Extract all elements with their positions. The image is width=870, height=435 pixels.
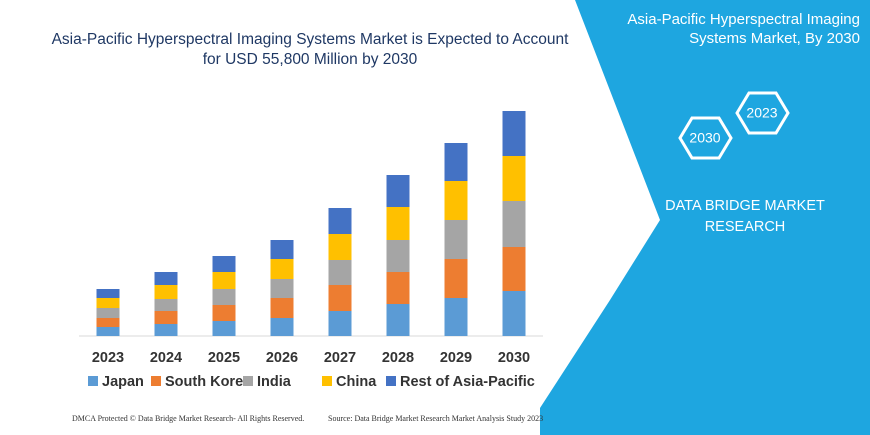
x-tick-label: 2029	[440, 350, 472, 366]
bar-segment	[386, 207, 410, 240]
bar-segment	[502, 156, 526, 201]
bar-segment	[154, 311, 178, 324]
x-tick-label: 2030	[498, 350, 530, 366]
bar-segment	[212, 272, 236, 289]
legend-label: India	[257, 374, 292, 390]
footer-band	[0, 408, 540, 435]
bar-segment	[96, 298, 120, 308]
legend-label: China	[336, 374, 377, 390]
bar-segment	[212, 256, 236, 272]
badge-label: 2030	[689, 130, 720, 146]
bar-segment	[328, 285, 352, 311]
bar-segment	[502, 247, 526, 291]
bar-segment	[96, 289, 120, 298]
bar-segment	[96, 318, 120, 327]
bar-segment	[212, 289, 236, 305]
bar-segment	[328, 260, 352, 285]
x-tick-label: 2028	[382, 350, 414, 366]
bar-segment	[444, 143, 468, 181]
legend-swatch	[88, 376, 98, 386]
bar-segment	[386, 304, 410, 336]
legend-label: South Korea	[165, 374, 252, 390]
bar-segment	[386, 175, 410, 207]
footer-right: Source: Data Bridge Market Research Mark…	[328, 414, 544, 423]
x-tick-label: 2027	[324, 350, 356, 366]
legend-swatch	[386, 376, 396, 386]
badge-hex	[735, 91, 790, 135]
badge-label: 2023	[746, 105, 777, 121]
bar-segment	[444, 259, 468, 298]
legend-swatch	[322, 376, 332, 386]
bar-segment	[328, 234, 352, 260]
chart-title: Asia-Pacific Hyperspectral Imaging Syste…	[51, 31, 569, 68]
bar-segment	[212, 305, 236, 321]
legend-label: Japan	[102, 374, 144, 390]
brand: DATA BRIDGE MARKET RESEARCH	[665, 198, 825, 235]
bar-segment	[444, 220, 468, 259]
bar-segment	[96, 327, 120, 336]
bar-segment	[270, 318, 294, 336]
bar-segment	[386, 272, 410, 304]
x-tick-label: 2023	[92, 350, 124, 366]
bar-segment	[386, 240, 410, 272]
x-tick-label: 2026	[266, 350, 298, 366]
legend-label: Rest of Asia-Pacific	[400, 374, 535, 390]
x-tick-label: 2024	[150, 350, 182, 366]
bar-segment	[444, 298, 468, 336]
bar-segment	[154, 272, 178, 285]
bar-segment	[270, 298, 294, 318]
bar-segment	[502, 111, 526, 156]
bar-segment	[270, 240, 294, 259]
legend-swatch	[243, 376, 253, 386]
bar-segment	[502, 291, 526, 336]
bar-segment	[328, 311, 352, 336]
bar-segment	[328, 208, 352, 234]
side-panel	[540, 0, 870, 435]
bar-segment	[444, 181, 468, 220]
bar-segment	[96, 308, 120, 318]
badge-hex	[678, 116, 733, 160]
bar-segment	[212, 321, 236, 336]
bar-segment	[502, 201, 526, 247]
panel-title: Asia-Pacific Hyperspectral Imaging Syste…	[627, 11, 860, 47]
legend-swatch	[151, 376, 161, 386]
bar-segment	[270, 259, 294, 279]
footer-left: DMCA Protected © Data Bridge Market Rese…	[72, 414, 305, 423]
x-tick-label: 2025	[208, 350, 240, 366]
bar-segment	[270, 279, 294, 298]
bar-segment	[154, 299, 178, 311]
bar-segment	[154, 324, 178, 336]
bar-segment	[154, 285, 178, 299]
